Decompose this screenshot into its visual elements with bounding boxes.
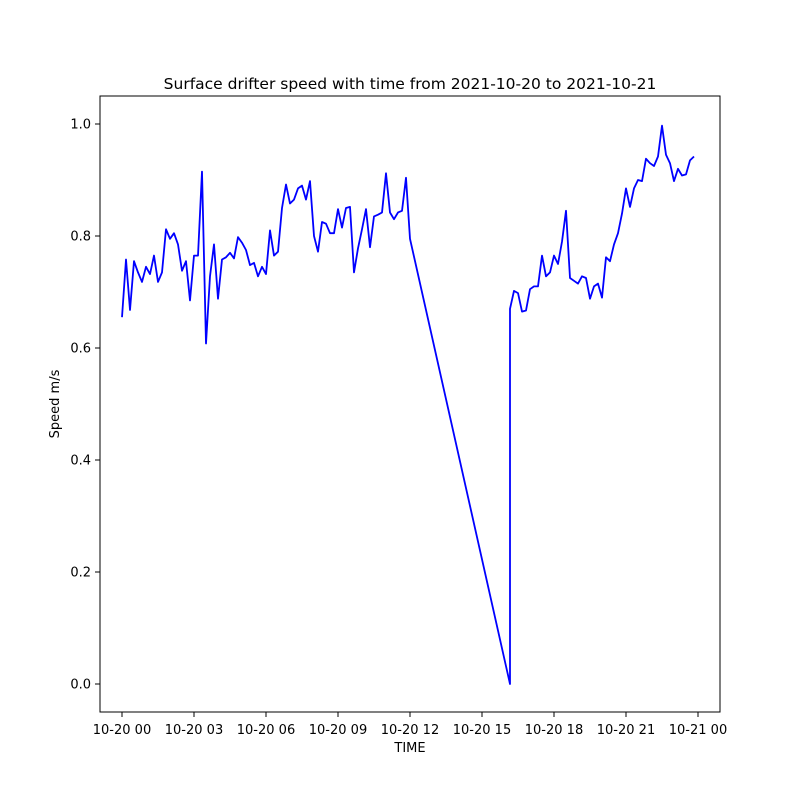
- x-tick-label: 10-20 00: [93, 723, 151, 738]
- y-tick-label: 1.0: [70, 118, 91, 133]
- x-tick-label: 10-20 06: [237, 723, 295, 738]
- x-tick-label: 10-20 12: [381, 723, 439, 738]
- chart-title: Surface drifter speed with time from 202…: [164, 75, 657, 93]
- series-layer: [121, 124, 695, 685]
- x-tick-label: 10-20 03: [165, 723, 223, 738]
- x-axis-ticks: 10-20 00 10-20 03 10-20 06 10-20 09 10-20 12…: [93, 712, 727, 738]
- y-tick-label: 0.8: [70, 230, 91, 245]
- x-tick-label: 10-20 21: [597, 723, 655, 738]
- plot-area-frame: [99, 95, 721, 713]
- series-line: [121, 124, 695, 685]
- x-tick-label: 10-20 09: [309, 723, 367, 738]
- x-tick-label: 10-20 18: [525, 723, 583, 738]
- y-tick-label: 0.2: [70, 566, 91, 581]
- y-axis-ticks: 0.0 0.2 0.4 0.6 0.8 1.0: [70, 118, 100, 693]
- x-tick-label: 10-20 15: [453, 723, 511, 738]
- y-tick-label: 0.6: [70, 342, 91, 357]
- x-tick-label: 10-21 00: [669, 723, 727, 738]
- x-axis-label: TIME: [393, 741, 425, 756]
- y-axis-label: Speed m/s: [48, 369, 63, 438]
- y-tick-label: 0.4: [70, 454, 91, 469]
- y-tick-label: 0.0: [70, 678, 91, 693]
